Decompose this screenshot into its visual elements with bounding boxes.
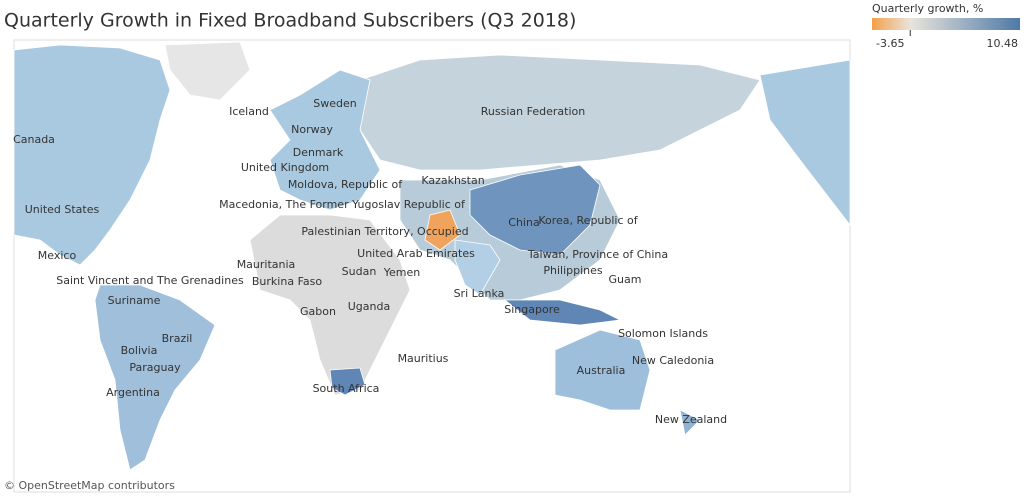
country-label: Sudan: [342, 265, 377, 278]
land: [164, 41, 251, 101]
country-label: Norway: [291, 123, 333, 136]
land: [554, 329, 651, 411]
land: [679, 409, 701, 436]
land: [94, 284, 216, 471]
land: [454, 239, 501, 296]
land: [469, 164, 601, 256]
land: [503, 299, 622, 326]
country-label: Canada: [13, 133, 55, 146]
land: [269, 69, 381, 211]
country-label: Taiwan, Province of China: [527, 248, 668, 261]
country-label: Burkina Faso: [252, 275, 322, 288]
land: [249, 214, 411, 396]
map: [13, 39, 851, 493]
country-label: Kazakhstan: [421, 174, 484, 187]
country-label: China: [508, 216, 539, 229]
country-label: Australia: [577, 364, 626, 377]
country-label: Moldova, Republic of: [288, 178, 403, 191]
country-label: Suriname: [108, 294, 161, 307]
country-label: Gabon: [300, 305, 336, 318]
country-label: United Arab Emirates: [357, 247, 475, 260]
country-label: South Africa: [313, 382, 380, 395]
attribution: © OpenStreetMap contributors: [4, 479, 175, 492]
country-label: New Zealand: [655, 413, 727, 426]
country-label: Uganda: [348, 300, 390, 313]
country-labels: Iceland Sweden Canada Norway Denmark Uni…: [13, 97, 727, 426]
country-label: Korea, Republic of: [538, 214, 638, 227]
country-label: United Kingdom: [241, 161, 329, 174]
legend-max: 10.48: [987, 37, 1019, 50]
country-label: Paraguay: [129, 361, 181, 374]
country-label: Singapore: [504, 303, 560, 316]
country-label: Guam: [609, 273, 642, 286]
country-label: Yemen: [383, 266, 421, 279]
country-label: Argentina: [106, 386, 160, 399]
color-scale: [872, 18, 1020, 30]
legend-min: -3.65: [876, 37, 904, 50]
land: [359, 54, 761, 171]
land: [424, 209, 461, 251]
country-label: Denmark: [293, 146, 344, 159]
legend-title: Quarterly growth, %: [872, 2, 983, 15]
country-label: Sweden: [313, 97, 356, 110]
land: [329, 367, 366, 396]
country-label: Russian Federation: [481, 105, 585, 118]
country-label: Brazil: [162, 332, 193, 345]
country-label: Philippines: [543, 264, 603, 277]
title: Quarterly Growth in Fixed Broadband Subs…: [4, 10, 576, 32]
land: [759, 59, 851, 227]
country-label: Sri Lanka: [454, 287, 505, 300]
country-label: Mauritius: [398, 352, 449, 365]
land: [13, 44, 171, 266]
country-label: New Caledonia: [632, 354, 714, 367]
country-label: Saint Vincent and The Grenadines: [56, 274, 244, 287]
country-label: Mauritania: [237, 258, 296, 271]
country-label: Iceland: [229, 105, 269, 118]
country-label: Bolivia: [121, 344, 158, 357]
country-label: Mexico: [38, 249, 77, 262]
country-label: Palestinian Territory, Occupied: [301, 225, 468, 238]
country-label: Macedonia, The Former Yugoslav Republic …: [219, 198, 466, 211]
legend: Quarterly growth, % -3.65 10.48: [872, 2, 1020, 50]
country-label: United States: [25, 203, 100, 216]
country-label: Solomon Islands: [618, 327, 708, 340]
